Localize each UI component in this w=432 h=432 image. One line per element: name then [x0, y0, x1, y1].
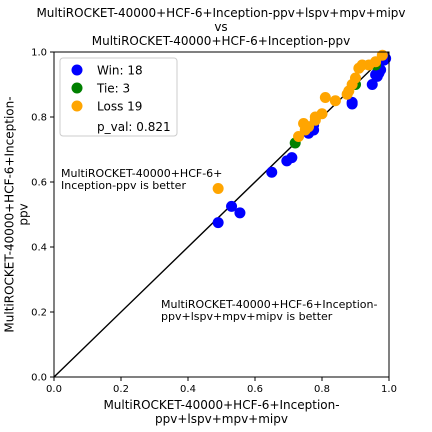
legend-box — [59, 57, 178, 137]
x-axis-label: MultiROCKET-40000+HCF-6+Inception-ppv+ls… — [103, 398, 339, 426]
legend-label-0: Win: 18 — [97, 64, 143, 78]
point-2-0 — [212, 183, 224, 194]
annotations: MultiROCKET-40000+HCF-6+Inception-ppv is… — [61, 167, 377, 323]
y-tick-label-4: 0.8 — [31, 113, 47, 124]
point-0-1 — [226, 200, 238, 212]
y-label-line-1: ppv — [17, 203, 31, 225]
legend-marker-0 — [71, 64, 83, 76]
y-tick-label-0: 0.0 — [31, 373, 47, 384]
y-tick-label-2: 0.4 — [31, 243, 47, 254]
point-2-13 — [350, 72, 361, 84]
title-line-0: MultiROCKET-40000+HCF-6+Inception-ppv+ls… — [36, 6, 405, 20]
legend-pval: p_val: 0.821 — [97, 120, 171, 134]
legend: Win: 18 Tie: 3 Loss 19 p_val: 0.821 — [59, 57, 178, 137]
point-0-10 — [346, 96, 358, 108]
annotation-1-line-1: ppv+lspv+mpv+mipv is better — [161, 310, 333, 323]
point-0-2 — [234, 207, 246, 219]
x-label-line-0: MultiROCKET-40000+HCF-6+Inception- — [103, 398, 339, 412]
legend-marker-1 — [71, 82, 83, 94]
point-2-18 — [376, 49, 388, 61]
point-0-3 — [266, 166, 278, 178]
plot-area — [53, 49, 392, 378]
y-tick-label-1: 0.2 — [31, 308, 47, 319]
y-tick-label-3: 0.6 — [31, 178, 47, 189]
y-axis-label: MultiROCKET-40000+HCF-6+Inception-ppv — [3, 96, 31, 332]
y-axis: 0.0 0.2 0.4 0.6 0.8 1.0 — [31, 48, 54, 384]
title-line-1: vs — [214, 20, 227, 34]
annotation-0-line-1: Inception-ppv is better — [61, 179, 186, 192]
x-tick-label-2: 0.4 — [180, 384, 196, 395]
point-2-8 — [319, 92, 331, 103]
legend-label-1: Tie: 3 — [96, 82, 130, 96]
point-2-7 — [316, 108, 328, 120]
annotation-0-line-0: MultiROCKET-40000+HCF-6+ — [61, 167, 222, 180]
x-label-line-1: ppv+lspv+mpv+mipv — [155, 412, 288, 426]
x-tick-label-5: 1.0 — [381, 384, 397, 395]
point-0-0 — [212, 217, 224, 229]
plot-frame — [53, 51, 390, 378]
annotation-1-line-0: MultiROCKET-40000+HCF-6+Inception- — [161, 298, 377, 311]
x-tick-label-0: 0.0 — [46, 384, 62, 395]
legend-marker-2 — [71, 100, 83, 112]
legend-label-2: Loss 19 — [97, 100, 142, 114]
y-tick-label-5: 1.0 — [31, 48, 47, 59]
chart-title: MultiROCKET-40000+HCF-6+Inception-ppv+ls… — [36, 6, 405, 48]
point-0-11 — [366, 79, 378, 90]
point-0-5 — [286, 152, 298, 164]
point-2-9 — [329, 95, 341, 107]
x-tick-label-3: 0.6 — [247, 384, 263, 395]
x-axis: 0.0 0.2 0.4 0.6 0.8 1.0 — [46, 377, 397, 395]
y-label-line-0: MultiROCKET-40000+HCF-6+Inception- — [3, 96, 17, 332]
x-tick-label-4: 0.8 — [314, 384, 330, 395]
x-tick-label-1: 0.2 — [113, 384, 129, 395]
diagonal-line — [53, 51, 390, 378]
title-line-2: MultiROCKET-40000+HCF-6+Inception-ppv — [92, 34, 350, 48]
